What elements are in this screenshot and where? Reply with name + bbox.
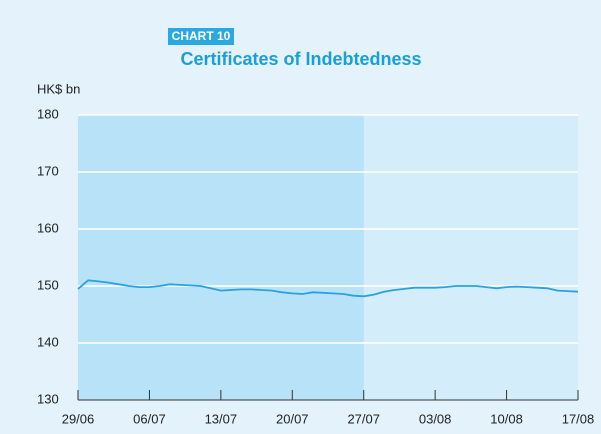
y-tick-label: 170 (37, 163, 59, 178)
y-tick-label: 180 (37, 106, 59, 121)
y-tick-label: 140 (37, 334, 59, 349)
x-tick-label: 20/07 (276, 411, 309, 426)
y-axis-label: HK$ bn (37, 81, 80, 96)
x-tick-label: 03/08 (419, 411, 452, 426)
x-tick-label: 27/07 (347, 411, 380, 426)
chart-title: Certificates of Indebtedness (180, 49, 421, 69)
shaded-region (78, 115, 364, 400)
x-tick-label: 29/06 (62, 411, 95, 426)
x-tick-label: 10/08 (490, 411, 523, 426)
x-tick-label: 06/07 (133, 411, 166, 426)
y-tick-label: 130 (37, 391, 59, 406)
y-tick-label: 160 (37, 220, 59, 235)
badge: CHART 10 (172, 29, 231, 43)
line (77, 279, 579, 298)
y-tick-label: 150 (37, 277, 59, 292)
x-tick-label: 13/07 (205, 411, 238, 426)
x-tick-label: 17/08 (562, 411, 595, 426)
badge-bg (168, 28, 234, 45)
